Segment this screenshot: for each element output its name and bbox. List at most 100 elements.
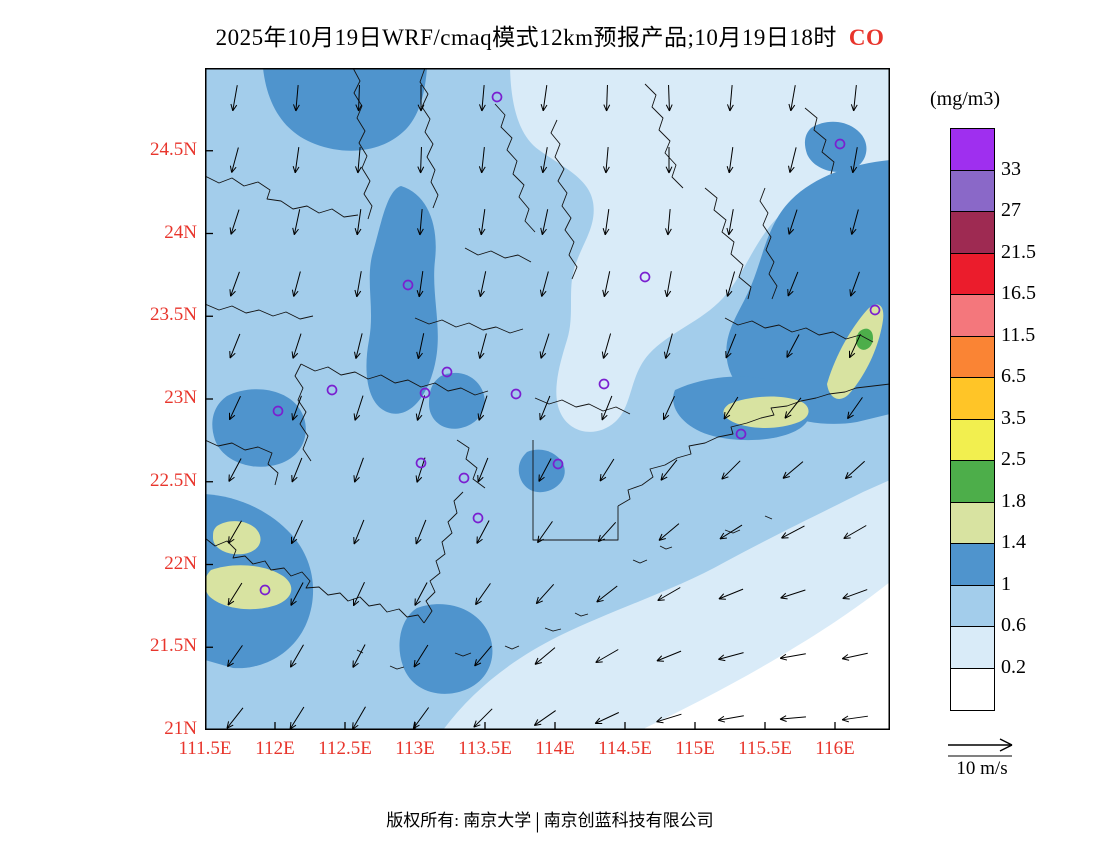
wind-arrow [353, 395, 364, 421]
wind-arrow [782, 461, 804, 479]
colorbar-tick-1.8: 1.8 [1001, 489, 1026, 512]
wind-arrow [478, 271, 487, 298]
colorbar-cell-10 [951, 544, 994, 586]
colorbar-tick-21.5: 21.5 [1001, 240, 1036, 263]
wind-arrow [601, 333, 612, 359]
wind-arrow [595, 649, 619, 663]
colorbar-tick-16.5: 16.5 [1001, 282, 1036, 304]
wind-arrow [414, 582, 428, 606]
wind-arrow [353, 519, 365, 545]
boundary-line-0 [205, 537, 425, 624]
boundary-line-2 [532, 440, 619, 541]
island-mark-9 [764, 515, 773, 520]
station-marker [415, 457, 427, 469]
wind-arrow [781, 525, 805, 539]
y-axis-label-22.5N: 22.5N [150, 469, 197, 491]
boundary-line-15 [205, 439, 279, 486]
wind-arrow [417, 85, 425, 112]
wind-arrow [656, 650, 682, 662]
colorbar-unit-label: (mg/m3) [930, 88, 1000, 110]
x-axis-label-112.5E: 112.5E [318, 738, 372, 759]
island-mark-5 [659, 545, 673, 550]
wind-arrow [291, 457, 303, 483]
colorbar-cell-4 [951, 295, 994, 337]
wind-arrow [539, 395, 551, 421]
wind-arrow [291, 520, 303, 545]
station-marker [326, 384, 338, 396]
colorbar-cell-1 [951, 170, 994, 212]
boundary-line-17 [759, 187, 778, 300]
wind-arrow [847, 397, 863, 420]
colorbar-cell-2 [951, 212, 994, 254]
boundary-line-18 [804, 107, 835, 175]
co-fill-region-0 [510, 68, 890, 432]
island-mark-6 [389, 665, 405, 670]
wind-arrow [660, 459, 678, 481]
x-axis-label-113.5E: 113.5E [458, 738, 512, 759]
colorbar-cell-3 [951, 253, 994, 295]
y-axis-label-24.5N: 24.5N [150, 138, 197, 160]
co-fill-region-17 [856, 328, 873, 350]
wind-arrow [355, 147, 362, 174]
island-mark-0 [454, 652, 472, 657]
page-title: 2025年10月19日WRF/cmaq模式12km预报产品;10月19日18时 C… [0, 18, 1100, 52]
wind-arrow [227, 645, 243, 668]
colorbar-cell-11 [951, 585, 994, 627]
x-axis-label-116E: 116E [815, 738, 855, 759]
wind-arrow [788, 147, 797, 173]
wind-arrow [656, 713, 682, 724]
station-marker [598, 378, 610, 390]
wind-arrow [229, 333, 241, 359]
wind-arrow [788, 85, 796, 112]
wind-arrow [850, 147, 858, 174]
wind-arrow [291, 395, 302, 421]
colorbar-cell-5 [951, 336, 994, 378]
wind-arrow [417, 146, 425, 174]
wind-arrow [474, 645, 492, 667]
footer-company: 南京创蓝科技有限公司 [543, 811, 714, 830]
co-fill-region-3 [263, 68, 427, 151]
wind-arrow [850, 85, 858, 112]
wind-arrow [603, 147, 610, 174]
wind-arrow [665, 147, 673, 174]
station-marker [441, 366, 453, 378]
co-fill-region-5 [212, 389, 306, 467]
wind-arrow [540, 209, 549, 236]
boundary-line-12 [534, 397, 631, 415]
colorbar-cell-6 [951, 378, 994, 420]
boundary-line-9 [644, 83, 684, 189]
boundary-line-4 [205, 175, 359, 218]
wind-arrow [290, 644, 304, 668]
wind-arrow [596, 585, 618, 603]
wind-arrow [786, 334, 800, 358]
boundary-line-11 [300, 363, 489, 396]
wind-arrow [663, 396, 675, 421]
boundary-line-21 [294, 363, 312, 462]
wind-arrow [723, 396, 739, 420]
wind-arrow [226, 707, 244, 729]
wind-arrow [603, 84, 611, 112]
wind-arrow [535, 584, 555, 605]
x-axis-label-111.5E: 111.5E [178, 738, 232, 759]
wind-arrow [665, 209, 672, 236]
wind-arrow [352, 644, 366, 668]
wind-arrow [594, 712, 619, 724]
wind-arrow [354, 209, 362, 236]
wind-arrow [417, 209, 424, 236]
colorbar-tick-1: 1 [1001, 572, 1011, 595]
station-marker [834, 138, 846, 150]
station-marker [259, 584, 271, 596]
wind-arrow [787, 271, 799, 297]
wind-arrow [292, 209, 301, 236]
wind-arrow [229, 147, 239, 173]
title-text: 2025年10月19日WRF/cmaq模式12km预报产品;10月19日18时 [215, 25, 837, 50]
wind-arrow [784, 397, 802, 419]
wind-arrow [228, 520, 242, 544]
wind-arrow [663, 333, 673, 359]
wind-arrow [725, 271, 736, 297]
colorbar-tick-1.4: 1.4 [1001, 531, 1026, 553]
colorbar-cell-13 [951, 668, 994, 710]
wind-arrow [476, 520, 490, 544]
forecast-map [205, 68, 890, 730]
wind-arrow [599, 458, 615, 482]
